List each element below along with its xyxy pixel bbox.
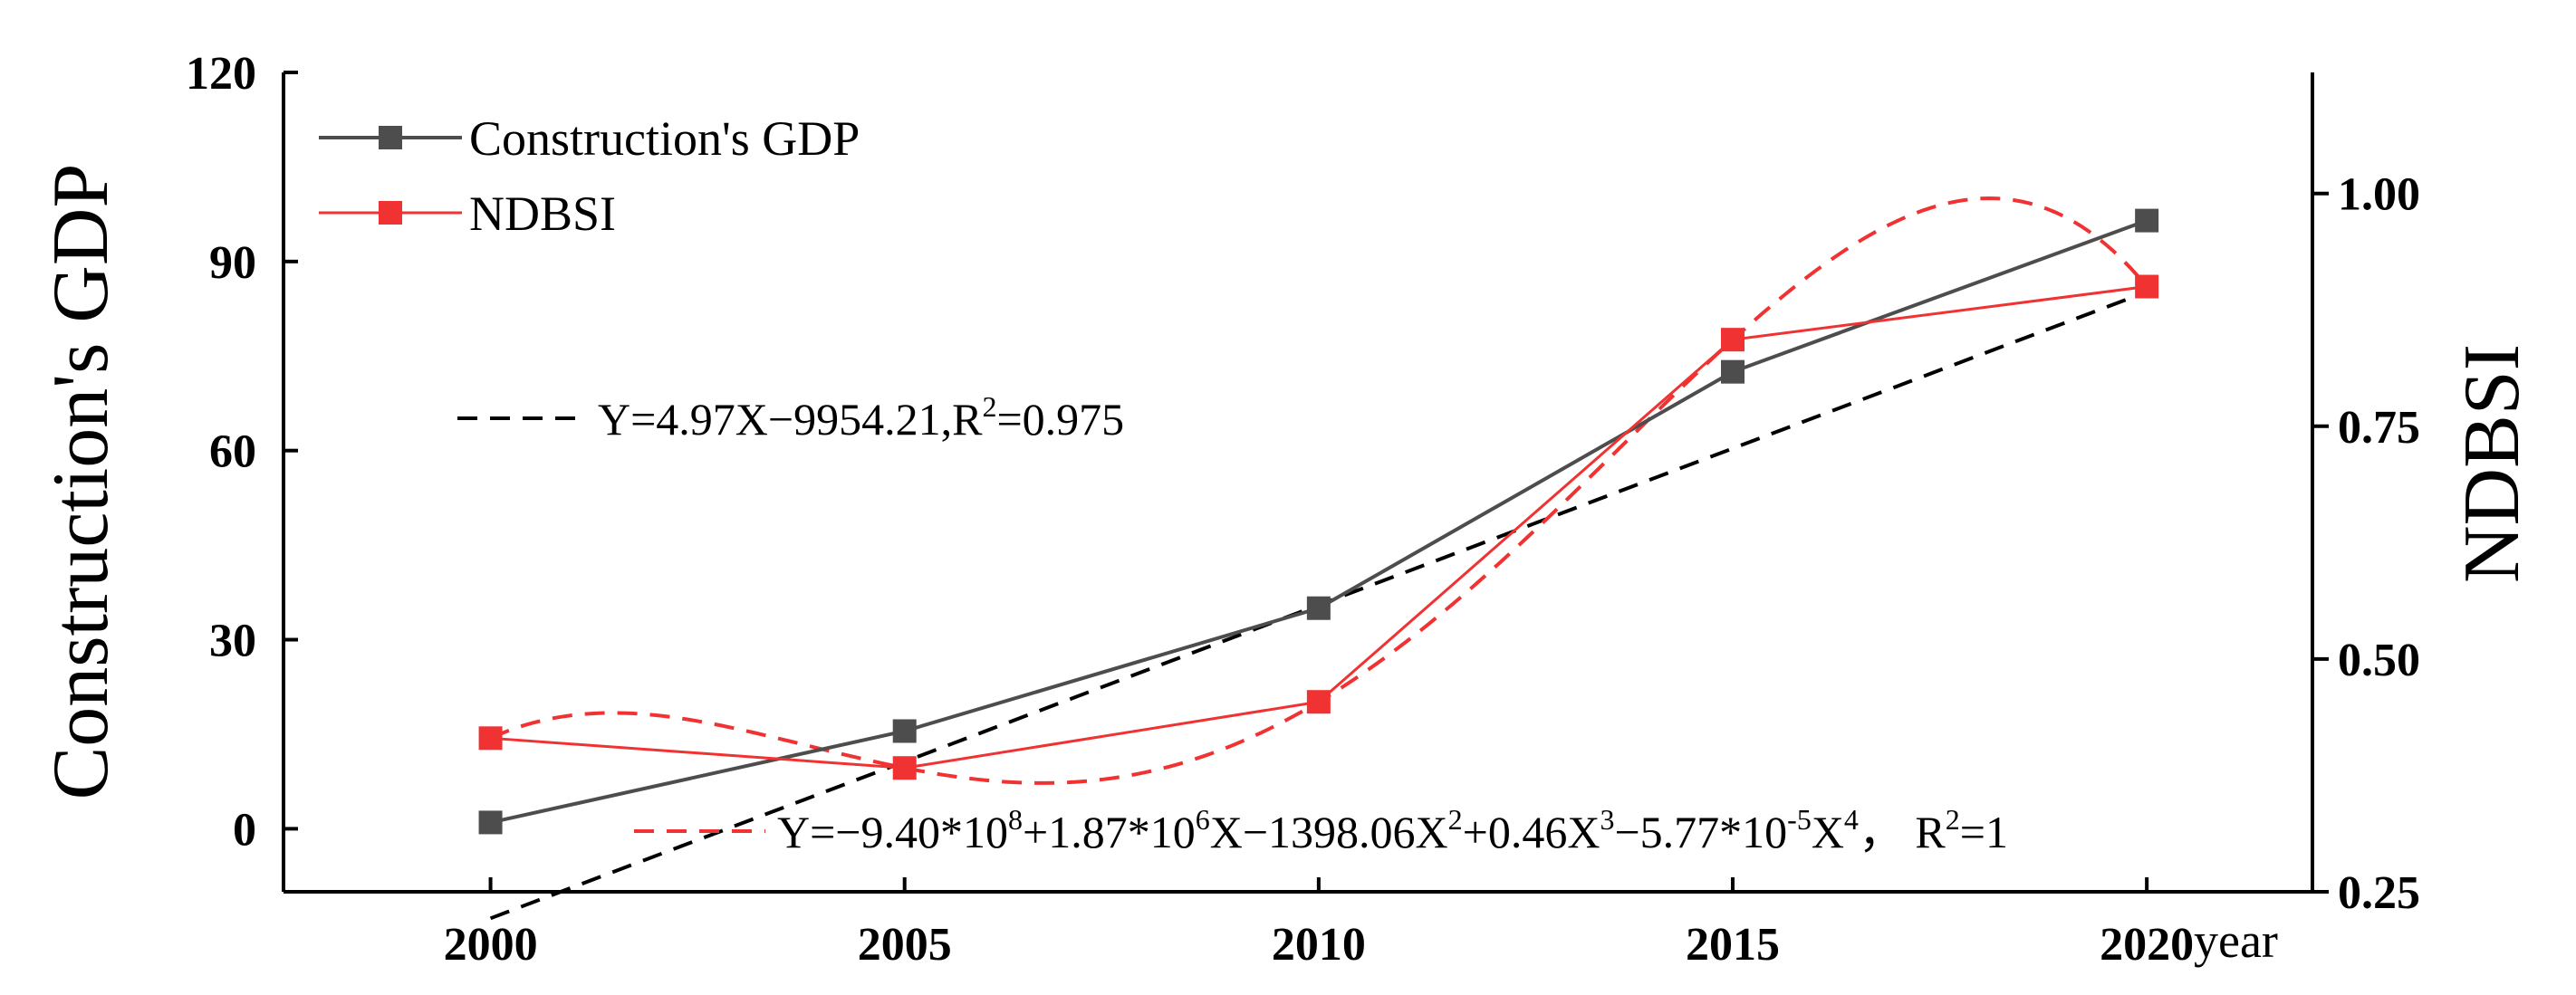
linear-fit-equation-tail: =0.975 <box>996 394 1124 445</box>
linear-fit-annotation: Y=4.97X−9954.21,R2=0.975 <box>457 390 1124 445</box>
legend: Construction's GDP NDBSI <box>319 111 860 241</box>
right-axis-ticks: 0.25 0.50 0.75 1.00 <box>2312 169 2420 919</box>
legend-label-gdp: Construction's GDP <box>469 111 860 166</box>
x-tick-label: 2020 <box>2100 919 2194 971</box>
data-point-ndbsi <box>1721 328 1745 352</box>
quartic-eq-sup: 2 <box>1448 803 1463 836</box>
right-axis-title: NDBSI <box>2448 344 2536 583</box>
x-axis-unit-label: year <box>2194 914 2278 968</box>
quartic-fit-annotation: Y=−9.40*108+1.87*106X−1398.06X2+0.46X3−5… <box>634 803 2008 857</box>
left-tick-label: 90 <box>209 237 256 289</box>
right-tick-label: 0.50 <box>2338 635 2420 686</box>
quartic-eq-part: =1 <box>1960 807 2008 857</box>
x-axis-ticks: 2000 2005 2010 2015 2020 <box>444 877 2194 971</box>
quartic-eq-part: Y=−9.40*10 <box>777 807 1008 857</box>
left-tick-label: 30 <box>209 616 256 667</box>
quartic-eq-sup: 2 <box>1946 803 1960 836</box>
data-point-ndbsi <box>892 756 917 780</box>
legend-swatch-gdp-marker <box>379 126 402 149</box>
data-point-gdp <box>2135 208 2159 233</box>
left-tick-label: 120 <box>186 48 256 100</box>
left-axis-ticks: 0 30 60 90 120 <box>186 48 298 856</box>
linear-fit-equation: Y=4.97X−9954.21,R2=0.975 <box>598 390 1124 445</box>
data-point-gdp <box>892 719 917 743</box>
x-tick-label: 2010 <box>1272 919 1366 971</box>
data-point-gdp <box>478 810 503 835</box>
data-series <box>478 208 2159 835</box>
quartic-eq-sup: 6 <box>1196 803 1210 836</box>
data-point-ndbsi <box>478 726 503 751</box>
data-point-gdp <box>1306 596 1331 620</box>
plot-frame <box>282 72 2314 894</box>
right-tick-label: 0.25 <box>2338 867 2420 919</box>
data-point-gdp <box>1721 359 1745 384</box>
quartic-eq-part: X <box>1812 807 1844 857</box>
left-tick-label: 60 <box>209 426 256 478</box>
quartic-eq-sup: 8 <box>1008 803 1023 836</box>
data-point-ndbsi <box>1306 690 1331 714</box>
x-tick-label: 2015 <box>1686 919 1780 971</box>
left-axis-title: Construction's GDP <box>37 164 125 800</box>
linear-fit-equation-sup: 2 <box>982 390 996 423</box>
quartic-eq-part: ， R <box>1859 807 1946 857</box>
data-point-ndbsi <box>2135 274 2159 299</box>
legend-label-ndbsi: NDBSI <box>469 187 616 241</box>
quartic-eq-part: X−1398.06X <box>1210 807 1448 857</box>
quartic-eq-part: +1.87*10 <box>1023 807 1196 857</box>
legend-swatch-ndbsi-marker <box>379 201 402 225</box>
quartic-eq-sup: 3 <box>1600 803 1614 836</box>
quartic-eq-part: +0.46X <box>1463 807 1600 857</box>
linear-fit-equation-main: Y=4.97X−9954.21,R <box>598 394 983 445</box>
x-tick-label: 2000 <box>444 919 538 971</box>
quartic-eq-part: −5.77*10 <box>1614 807 1787 857</box>
quartic-eq-sup: 4 <box>1844 803 1859 836</box>
quartic-eq-sup: -5 <box>1787 803 1812 836</box>
series-line-gdp <box>490 218 2148 825</box>
right-tick-label: 1.00 <box>2338 169 2420 221</box>
quartic-fit-equation: Y=−9.40*108+1.87*106X−1398.06X2+0.46X3−5… <box>777 803 2008 857</box>
right-tick-label: 0.75 <box>2338 402 2420 454</box>
left-tick-label: 0 <box>233 804 256 856</box>
x-tick-label: 2005 <box>858 919 952 971</box>
